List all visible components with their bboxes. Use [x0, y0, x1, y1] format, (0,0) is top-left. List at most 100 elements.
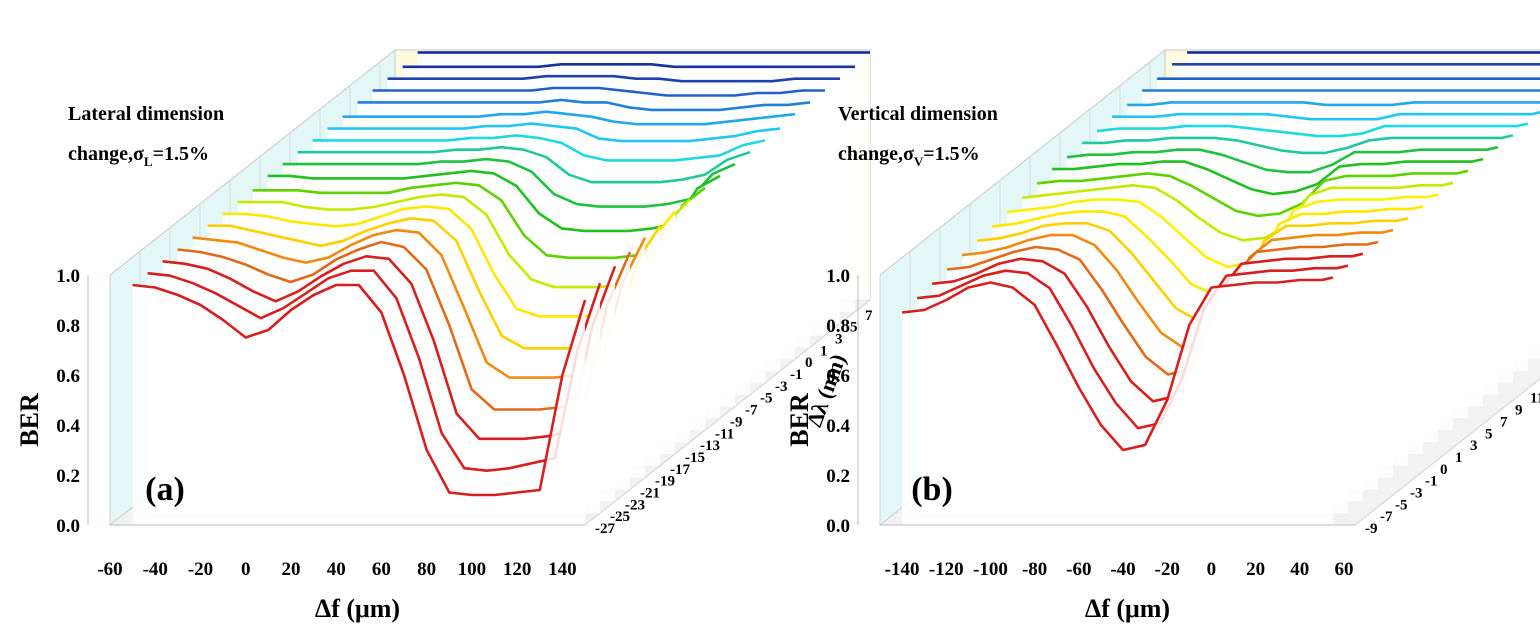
- z-tick-label: -7: [745, 403, 758, 419]
- series-line-dl--25: [147, 269, 602, 473]
- panel-label: (b): [911, 471, 953, 508]
- z-tick-label: -9: [1365, 521, 1378, 537]
- annotation-subscript: L: [144, 154, 153, 169]
- x-axis-title: Δf (μm): [1085, 594, 1170, 623]
- series-line-dl--23: [162, 254, 617, 441]
- z-tick-label: 5: [1485, 426, 1493, 442]
- x-tick-label: -40: [143, 559, 168, 580]
- x-tick-label: -120: [929, 559, 964, 580]
- series-curtain: [902, 277, 1333, 525]
- z-tick-label: -11: [715, 426, 734, 442]
- series-line-dl--5: [297, 145, 751, 184]
- x-tick-label: 140: [548, 559, 577, 580]
- x-tick-label: 0: [1207, 559, 1217, 580]
- annotation-prefix: change,σ: [838, 143, 914, 165]
- z-tick-label: -21: [640, 485, 660, 501]
- annotation-line2: change,σL=1.5%: [68, 143, 209, 169]
- z-tick-label: 3: [835, 332, 843, 348]
- z-tick-label: -27: [595, 521, 615, 537]
- annotation-subscript: V: [914, 154, 924, 169]
- z-tick-label: 7: [1500, 414, 1508, 430]
- z-tick-label: -1: [1425, 474, 1438, 490]
- series-line-dl--27: [132, 283, 587, 497]
- series-line-dl--3: [946, 240, 1379, 376]
- series-line-dl-11: [1066, 145, 1499, 174]
- y-tick-label: 0.2: [826, 466, 850, 487]
- series-line-dl-5: [387, 74, 840, 83]
- series-line-dl-21: [1142, 89, 1540, 92]
- series-line-dl-3: [1006, 193, 1439, 269]
- x-tick-label: 60: [1334, 559, 1353, 580]
- series-line-dl--9: [267, 169, 721, 233]
- annotation-line2: change,σV=1.5%: [838, 143, 980, 169]
- y-tick-label: 0.0: [826, 516, 850, 537]
- x-tick-label: -140: [885, 559, 920, 580]
- z-tick-label: -17: [670, 462, 690, 478]
- x-tick-label: 40: [1290, 559, 1309, 580]
- z-tick-label: -25: [610, 509, 630, 525]
- series-line-dl-17: [1112, 111, 1540, 121]
- series-line-dl-7: [1036, 169, 1469, 218]
- z-tick-label: -7: [1380, 509, 1393, 525]
- y-axis-title: BER: [15, 393, 44, 447]
- z-tick-label: -13: [700, 438, 720, 454]
- y-tick-label: 0.8: [826, 316, 850, 337]
- x-tick-label: -80: [1022, 559, 1047, 580]
- y-tick-label: 0.4: [826, 416, 850, 437]
- x-tick-label: -40: [1110, 559, 1135, 580]
- z-tick-label: 3: [1470, 438, 1478, 454]
- annotation-suffix: =1.5%: [153, 143, 209, 165]
- x-tick-label: 20: [1246, 559, 1265, 580]
- z-tick-label: -3: [775, 379, 788, 395]
- x-tick-label: 80: [417, 559, 436, 580]
- z-tick-label: -5: [760, 391, 773, 407]
- series-line-dl--9: [901, 276, 1334, 452]
- y-tick-label: 0.4: [56, 416, 80, 437]
- x-tick-label: -60: [97, 559, 122, 580]
- z-tick-label: 1: [820, 343, 828, 359]
- z-tick-label: 11: [1530, 391, 1540, 407]
- z-tick-label: -15: [685, 450, 705, 466]
- panel-b: 0.00.20.40.60.81.0-140 -120 -100 -80 -60 -40-…: [785, 48, 1540, 623]
- z-tick-label: -3: [1410, 485, 1423, 501]
- series-line-dl-0: [342, 110, 796, 126]
- z-tick-label: 9: [1515, 403, 1523, 419]
- x-tick-label: 120: [503, 559, 532, 580]
- series-line-dl--1: [327, 122, 781, 143]
- x-tick-label: 60: [372, 559, 391, 580]
- y-tick-label: 0.6: [826, 366, 850, 387]
- z-tick-label: -1: [790, 367, 803, 383]
- x-tick-label: -100: [973, 559, 1008, 580]
- z-tick-label: -5: [1395, 497, 1408, 513]
- z-tick-label: -19: [655, 474, 675, 490]
- panel-a: 0.0 0.2 0.4 0.6 0.8 1.0 -60 -40 -20 0 20 40 60 80 100 1…: [15, 48, 888, 623]
- y-axis-title: BER: [785, 393, 814, 447]
- x-tick-label: 100: [458, 559, 487, 580]
- series-line-dl--5: [931, 252, 1364, 403]
- z-tick-label: 7: [865, 308, 873, 324]
- x-axis-title: Δf (μm): [315, 594, 400, 623]
- z-tick-label: -9: [730, 414, 743, 430]
- y-tick-label: 1.0: [56, 266, 80, 287]
- y-tick-label: 0.2: [56, 466, 80, 487]
- series-line-dl--21: [177, 240, 632, 411]
- series-line-dl-7: [402, 63, 855, 69]
- y-tick-label: 0.6: [56, 366, 80, 387]
- z-tick-label: 5: [850, 320, 858, 336]
- series-line-dl--3: [312, 134, 766, 162]
- series-line-dl-13: [1082, 134, 1514, 155]
- series-curtain: [132, 285, 585, 525]
- series-line-dl--7: [916, 264, 1349, 430]
- x-tick-label: 20: [281, 559, 300, 580]
- annotation-suffix: =1.5%: [923, 143, 979, 165]
- panel-label: (a): [145, 471, 185, 508]
- x-tick-label: 40: [327, 559, 346, 580]
- series-line-dl-23: [1157, 77, 1540, 80]
- annotation-prefix: change,σ: [68, 143, 144, 165]
- annotation-line1: Vertical dimension: [838, 103, 998, 125]
- y-tick-label: 1.0: [826, 266, 850, 287]
- x-tick-label: -20: [1155, 559, 1180, 580]
- series-line-dl-19: [1127, 101, 1540, 107]
- x-tick-label: 0: [241, 559, 251, 580]
